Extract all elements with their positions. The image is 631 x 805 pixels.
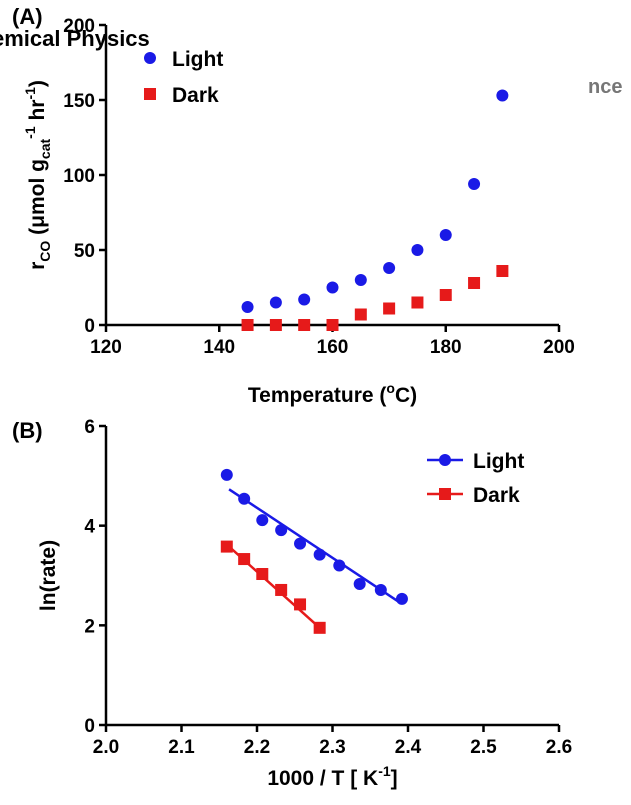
b-point-dark: [313, 621, 326, 634]
b-x-tick-label: 2.5: [470, 737, 497, 758]
a-series-dark: [241, 265, 509, 331]
a-y-tick-label: 150: [63, 91, 95, 112]
b-point-light: [294, 537, 307, 550]
b-series-light: [220, 468, 408, 605]
b-x-tick-label: 2.2: [244, 737, 270, 758]
a-y-tick-label: 100: [63, 166, 95, 187]
b-legend-label-light: Light: [473, 450, 524, 473]
a-point-light: [269, 296, 282, 309]
a-point-dark: [496, 265, 509, 277]
a-y-tick-label: 200: [63, 16, 95, 37]
b-x-tick-label: 2.6: [546, 737, 572, 758]
b-x-tick-label: 2.3: [319, 737, 345, 758]
b-point-light: [275, 524, 288, 537]
a-x-axis-title: Temperature (oC): [248, 380, 417, 407]
a-panel-label: (A): [12, 4, 43, 29]
a-x-tick-label: 160: [317, 337, 349, 358]
cropped-journal-text-right: nce: [588, 76, 623, 98]
b-point-light: [374, 583, 387, 596]
a-point-light: [468, 178, 481, 190]
b-series-dark: [220, 540, 326, 634]
a-x-tick-label: 140: [203, 337, 235, 358]
a-point-dark: [439, 289, 452, 301]
b-point-light: [256, 514, 269, 527]
b-panel-label: (B): [12, 418, 43, 443]
a-point-dark: [326, 319, 339, 331]
a-legend-label-light: Light: [172, 48, 223, 71]
a-point-light: [241, 301, 254, 313]
a-x-tick-label: 120: [90, 337, 122, 358]
b-point-light: [333, 559, 346, 572]
panel-b-chart: 0 2 4 6 2.0 2.1 2.2 2.3 2.4 2.5 2.6 (B) 1000 / T [ K…: [12, 417, 572, 790]
b-legend-marker-dark: [439, 488, 451, 500]
a-point-dark: [298, 319, 311, 331]
a-point-dark: [411, 296, 424, 309]
a-legend-marker-dark: [144, 88, 156, 100]
a-point-light: [439, 229, 452, 241]
b-point-light: [313, 548, 326, 561]
b-point-light: [220, 468, 233, 481]
b-point-dark: [275, 583, 288, 596]
a-point-dark: [354, 308, 367, 321]
a-x-tick-label: 200: [543, 337, 575, 358]
b-point-dark: [238, 553, 251, 566]
a-series-light: [241, 89, 509, 313]
a-y-tick-label: 0: [84, 316, 95, 337]
b-y-tick-label: 6: [84, 417, 95, 438]
a-y-tick-label: 50: [74, 241, 95, 262]
b-x-tick-label: 2.4: [395, 737, 422, 758]
panel-a-chart: 0 50 100 150 200 120 140 160 180 200 (A) Temperatur…: [12, 4, 575, 407]
b-x-tick-label: 2.0: [93, 737, 119, 758]
a-point-dark: [383, 302, 396, 315]
a-point-light: [354, 274, 367, 286]
a-point-light: [411, 244, 424, 256]
cropped-journal-text-left: emical Physics: [0, 26, 150, 51]
a-legend-marker-light: [144, 52, 156, 64]
b-y-tick-label: 0: [84, 716, 95, 737]
b-x-axis-title: 1000 / T [ K-1]: [267, 763, 397, 790]
b-point-dark: [256, 568, 269, 581]
b-point-dark: [220, 540, 233, 553]
b-y-tick-label: 4: [84, 517, 95, 538]
b-point-dark: [294, 598, 307, 611]
b-fit-line-light: [228, 488, 402, 604]
b-point-light: [353, 577, 366, 590]
a-point-dark: [241, 319, 254, 331]
a-y-axis-title: rCO (μmol gcat-1 hr-1): [22, 80, 53, 270]
b-x-tick-label: 2.1: [168, 737, 195, 758]
a-legend-label-dark: Dark: [172, 84, 219, 107]
b-point-light: [395, 592, 408, 605]
a-point-dark: [468, 277, 481, 289]
a-point-light: [298, 293, 311, 306]
b-y-tick-label: 2: [84, 616, 95, 637]
a-point-dark: [269, 319, 282, 331]
b-legend-marker-light: [439, 454, 451, 466]
a-x-tick-label: 180: [430, 337, 462, 358]
b-y-axis-title: ln(rate): [37, 540, 60, 611]
a-point-light: [383, 262, 396, 274]
b-legend-label-dark: Dark: [473, 484, 520, 507]
a-point-light: [496, 89, 509, 102]
b-point-light: [238, 492, 251, 505]
a-point-light: [326, 281, 339, 294]
